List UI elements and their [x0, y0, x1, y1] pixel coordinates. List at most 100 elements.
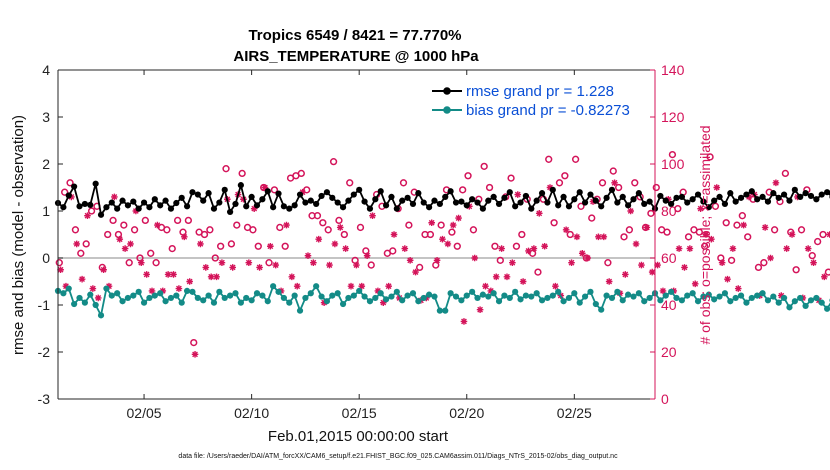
obs-possible-point: [281, 242, 289, 250]
bias-point: [140, 299, 148, 306]
y-tick-label: -3: [38, 391, 51, 407]
bias-point: [786, 304, 793, 311]
rmse-point: [630, 196, 637, 203]
obs-assimilated-point: [433, 257, 441, 264]
legend-rmse-label: rmse grand pr = 1.228: [466, 83, 614, 100]
obs-possible-point: [722, 219, 730, 227]
obs-assimilated-point: [78, 275, 86, 283]
obs-assimilated-point: [256, 264, 263, 271]
obs-assimilated-point: [702, 231, 710, 238]
obs-possible-point: [711, 202, 720, 210]
bias-point: [517, 296, 524, 303]
obs-assimilated-point: [401, 245, 409, 252]
bias-point: [227, 292, 234, 299]
obs-assimilated-point: [724, 275, 731, 283]
obs-possible-point: [550, 219, 558, 227]
obs-possible-point: [808, 252, 816, 260]
rmse-point: [673, 194, 680, 201]
obs-assimilated-point: [154, 221, 161, 229]
obs-possible-point: [485, 183, 494, 192]
obs-possible-point: [152, 259, 160, 267]
y-tick-label: -2: [38, 344, 51, 360]
rmse-point: [587, 191, 594, 198]
obs-assimilated-point: [170, 271, 177, 278]
rmse-point: [393, 205, 400, 212]
rmse-point: [549, 186, 556, 193]
obs-possible-point: [297, 169, 305, 178]
bias-point: [641, 298, 648, 305]
obs-possible-point: [270, 186, 279, 194]
rmse-point: [780, 191, 788, 198]
bias-point: [167, 294, 175, 302]
obs-assimilated-point: [116, 235, 124, 243]
obs-assimilated-point: [385, 282, 392, 290]
bias-point: [506, 294, 513, 302]
bias-point: [194, 294, 201, 302]
bias-point: [60, 290, 67, 297]
rmse-point: [259, 196, 266, 203]
rmse-point: [210, 205, 218, 212]
bias-point: [678, 297, 685, 304]
obs-possible-point: [792, 266, 800, 274]
bias-point: [415, 298, 422, 305]
bias-point: [737, 292, 745, 299]
obs-assimilated-point: [342, 245, 349, 252]
bias-point: [431, 293, 438, 300]
rmse-point: [608, 186, 616, 193]
obs-assimilated-point: [293, 282, 301, 290]
bias-point: [565, 294, 573, 302]
obs-assimilated-point: [331, 240, 339, 248]
bias-point: [183, 287, 191, 294]
rmse-point: [598, 203, 605, 210]
bias-point: [259, 292, 266, 299]
obs-possible-point: [534, 268, 542, 276]
bias-point: [614, 288, 621, 295]
rmse-point: [813, 196, 820, 203]
obs-possible-point: [453, 242, 461, 250]
bias-point: [334, 290, 341, 297]
bias-point: [291, 292, 298, 299]
obs-assimilated-point: [788, 231, 796, 238]
obs-possible-point: [163, 226, 171, 234]
y2-tick-label: 60: [661, 250, 677, 266]
obs-possible-point: [706, 153, 714, 161]
bias-point: [237, 299, 244, 306]
bias-point: [350, 292, 357, 299]
legend-rmse-marker: [443, 87, 451, 95]
obs-assimilated-point: [654, 261, 661, 269]
bias-point: [694, 298, 702, 305]
obs-assimilated-point: [546, 184, 554, 191]
bias-point: [377, 290, 384, 297]
rmse-point: [151, 196, 158, 203]
bias-point: [684, 292, 691, 299]
rmse-point: [770, 190, 777, 197]
rmse-point: [533, 197, 540, 204]
bias-point: [463, 292, 470, 299]
obs-assimilated-point: [406, 257, 414, 264]
rmse-point: [291, 202, 298, 209]
bias-point: [361, 293, 368, 300]
bias-point: [727, 298, 734, 305]
rmse-point: [270, 204, 277, 211]
rmse-point: [162, 197, 169, 204]
bias-point: [797, 294, 804, 302]
obs-assimilated-point: [132, 207, 140, 215]
bias-point: [721, 290, 729, 297]
obs-assimilated-point: [374, 287, 382, 295]
bias-point: [221, 294, 228, 302]
rmse-point: [657, 192, 664, 200]
obs-possible-point: [346, 179, 354, 187]
rmse-point: [689, 196, 696, 203]
rmse-point: [313, 200, 320, 208]
x-tick-label: 02/10: [234, 405, 269, 421]
x-tick-label: 02/25: [557, 405, 592, 421]
obs-assimilated-point: [821, 273, 828, 281]
rmse-point: [216, 199, 223, 206]
y-tick-label: 1: [42, 203, 50, 219]
obs-possible-point: [566, 230, 574, 239]
obs-assimilated-point: [57, 266, 64, 274]
bias-point: [485, 293, 492, 300]
bias-point: [630, 293, 637, 300]
rmse-point: [372, 196, 379, 203]
obs-assimilated-point: [552, 282, 559, 290]
